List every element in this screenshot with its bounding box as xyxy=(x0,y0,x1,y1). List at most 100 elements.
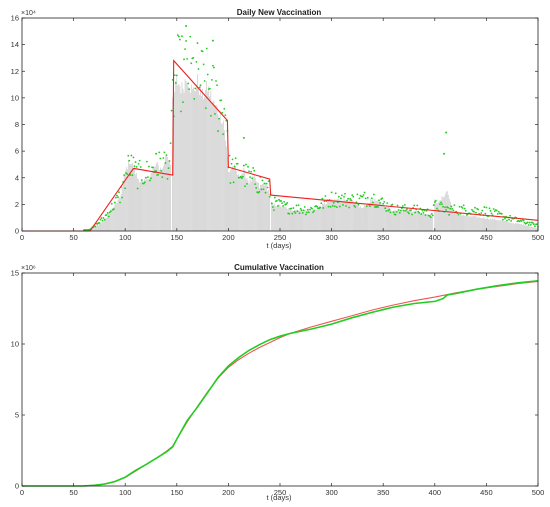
data-point xyxy=(362,194,365,196)
data-point xyxy=(216,84,218,87)
data-point xyxy=(418,212,421,214)
y-tick-label: 0 xyxy=(15,227,19,236)
data-point xyxy=(439,203,441,206)
data-point xyxy=(110,202,113,205)
data-point xyxy=(424,214,427,216)
x-tick-label: 200 xyxy=(222,233,235,242)
data-point xyxy=(304,213,307,216)
data-point xyxy=(389,211,392,214)
x-tick-label: 100 xyxy=(119,233,132,242)
data-point xyxy=(173,74,176,77)
data-point xyxy=(193,97,196,100)
data-point xyxy=(346,199,348,202)
data-point xyxy=(447,206,450,209)
data-point xyxy=(416,204,419,207)
data-point xyxy=(117,196,119,199)
data-point xyxy=(296,210,299,213)
data-point xyxy=(236,162,239,165)
data-point xyxy=(180,110,182,113)
data-point xyxy=(502,218,504,221)
data-point xyxy=(396,204,399,207)
data-point xyxy=(495,209,498,212)
data-point xyxy=(365,205,368,208)
data-point xyxy=(410,209,412,211)
data-point xyxy=(222,133,225,136)
axes: 0 50 100 150 200 250 300 350 400 450 500 0 5 10 15 xyxy=(11,269,545,497)
data-point xyxy=(379,202,382,204)
data-point xyxy=(381,197,384,200)
data-point xyxy=(349,198,352,200)
data-point xyxy=(132,156,135,159)
x-tick-label: 50 xyxy=(69,233,77,242)
data-point xyxy=(185,24,188,27)
x-axis-label: t (days) xyxy=(266,241,292,250)
data-point xyxy=(149,179,151,182)
data-point xyxy=(430,212,433,215)
chart-title: Daily New Vaccination xyxy=(237,8,322,17)
data-point xyxy=(309,208,311,211)
data-point xyxy=(402,209,405,212)
data-point xyxy=(373,193,375,196)
data-point xyxy=(205,47,208,50)
data-point xyxy=(265,182,268,185)
data-point xyxy=(433,201,436,203)
data-point xyxy=(510,220,513,222)
data-point xyxy=(182,101,184,104)
x-tick-label: 350 xyxy=(377,488,390,497)
data-point xyxy=(319,206,322,209)
data-point xyxy=(299,207,302,210)
data-point xyxy=(201,50,204,53)
data-point xyxy=(294,212,297,214)
data-point xyxy=(347,197,350,200)
data-point xyxy=(421,209,424,212)
x-tick-label: 100 xyxy=(119,488,132,497)
data-point xyxy=(244,185,246,188)
data-point xyxy=(264,191,267,194)
data-point xyxy=(529,223,532,226)
data-point xyxy=(338,205,341,208)
data-point xyxy=(144,176,147,179)
data-point xyxy=(119,201,121,204)
data-point xyxy=(218,117,221,120)
data-point xyxy=(204,107,207,109)
data-point xyxy=(364,197,367,200)
data-point xyxy=(435,207,438,210)
data-point xyxy=(127,154,130,157)
y-tick-label: 14 xyxy=(11,40,19,49)
data-point xyxy=(333,205,336,208)
data-point xyxy=(329,205,332,208)
data-point xyxy=(306,208,309,211)
y-tick-label: 10 xyxy=(11,340,19,349)
data-point xyxy=(303,206,306,208)
data-point xyxy=(407,211,409,213)
data-point xyxy=(266,186,269,189)
data-point xyxy=(385,210,388,212)
x-tick-label: 300 xyxy=(325,233,338,242)
data-point xyxy=(118,191,120,194)
data-point xyxy=(341,194,343,197)
data-point xyxy=(155,152,158,155)
fitted-line xyxy=(22,59,539,232)
data-point xyxy=(251,177,254,180)
data-point xyxy=(250,170,253,173)
data-point xyxy=(140,179,143,181)
data-point xyxy=(276,199,278,202)
data-point xyxy=(344,192,346,195)
data-point xyxy=(202,63,205,66)
data-point xyxy=(254,183,257,186)
data-point xyxy=(297,204,300,206)
data-point xyxy=(247,165,249,168)
data-point xyxy=(316,205,319,208)
data-point xyxy=(442,205,444,208)
data-point xyxy=(121,196,124,199)
data-point xyxy=(320,202,323,205)
data-point xyxy=(471,208,473,211)
data-point xyxy=(159,157,162,160)
data-point xyxy=(229,182,232,184)
data-point xyxy=(504,217,506,220)
data-point xyxy=(414,211,417,214)
data-point xyxy=(445,209,448,211)
data-point xyxy=(520,220,523,222)
data-point xyxy=(167,167,170,170)
data-point xyxy=(445,131,448,134)
